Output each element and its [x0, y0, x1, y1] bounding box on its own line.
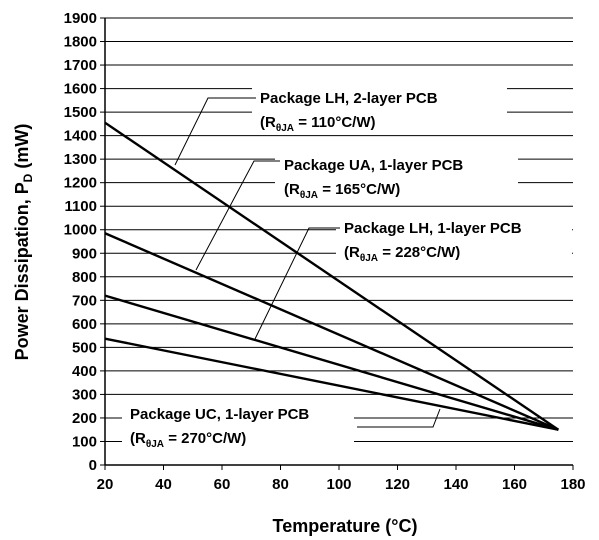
annotation-resistance-uc-1layer: (RθJA = 270°C/W) — [130, 430, 246, 450]
y-tick-label: 1300 — [64, 151, 97, 168]
y-tick-label: 1100 — [64, 198, 97, 215]
y-tick-label: 100 — [72, 433, 97, 450]
y-tick-label: 500 — [72, 339, 97, 356]
x-tick-label: 60 — [214, 476, 231, 493]
leader-line-lh-2layer — [174, 97, 256, 166]
axes — [100, 17, 574, 470]
annotation-label-lh-2layer: Package LH, 2-layer PCB — [260, 90, 438, 107]
annotation-bg-ua-1layer — [275, 152, 518, 202]
annotation-label-uc-1layer: Package UC, 1-layer PCB — [130, 406, 309, 423]
annotation-resistance-lh-2layer: (RθJA = 110°C/W) — [260, 114, 375, 134]
x-tick-label: 180 — [560, 476, 585, 493]
leader-line-ua-1layer — [195, 160, 280, 271]
y-tick-label: 1700 — [64, 57, 97, 74]
y-tick-label: 1500 — [64, 104, 97, 121]
y-tick-label: 0 — [89, 457, 97, 474]
series-line-ua-1layer — [104, 232, 559, 431]
y-tick-label: 1600 — [64, 81, 97, 98]
x-tick-label: 160 — [502, 476, 527, 493]
y-tick-label: 700 — [72, 292, 97, 309]
y-tick-label: 1400 — [64, 128, 97, 145]
leader-line-uc-1layer — [357, 408, 441, 428]
annotation-bg-lh-2layer — [252, 85, 507, 135]
x-tick-label: 80 — [272, 476, 289, 493]
tick-labels: 0 100 200 300 400 500 600 700 800 900 1000 1100 1200… — [64, 10, 586, 493]
annotation-resistance-ua-1layer: (RθJA = 165°C/W) — [284, 181, 400, 201]
y-tick-label: 600 — [72, 316, 97, 333]
y-tick-label: 1900 — [64, 10, 97, 27]
annotation-bg-lh-1layer — [336, 215, 572, 265]
y-tick-label: 400 — [72, 363, 97, 380]
annotation-label-lh-1layer: Package LH, 1-layer PCB — [344, 220, 522, 237]
annotation-bg-uc-1layer — [122, 399, 354, 449]
x-tick-label: 100 — [326, 476, 351, 493]
x-axis-title: Temperature (°C) — [273, 516, 418, 536]
y-tick-label: 900 — [72, 245, 97, 262]
x-tick-label: 40 — [155, 476, 172, 493]
y-tick-label: 200 — [72, 410, 97, 427]
annotations: Package LH, 2-layer PCB (RθJA = 110°C/W)… — [122, 85, 572, 450]
y-tick-label: 800 — [72, 269, 97, 286]
x-tick-label: 140 — [443, 476, 468, 493]
x-tick-label: 20 — [97, 476, 114, 493]
y-axis-title: Power Dissipation, PD (mW) — [12, 124, 35, 361]
x-tick-label: 120 — [385, 476, 410, 493]
y-tick-label: 1800 — [64, 34, 97, 51]
data-lines — [104, 121, 560, 431]
series-line-lh-2layer — [104, 121, 560, 431]
annotation-label-ua-1layer: Package UA, 1-layer PCB — [284, 157, 463, 174]
leader-line-lh-1layer — [254, 227, 340, 340]
y-tick-label: 1200 — [64, 175, 97, 192]
series-line-lh-1layer — [104, 294, 559, 431]
series-line-uc-1layer — [104, 337, 559, 431]
y-tick-label: 1000 — [64, 222, 97, 239]
annotation-resistance-lh-1layer: (RθJA = 228°C/W) — [344, 244, 460, 264]
y-tick-label: 300 — [72, 386, 97, 403]
